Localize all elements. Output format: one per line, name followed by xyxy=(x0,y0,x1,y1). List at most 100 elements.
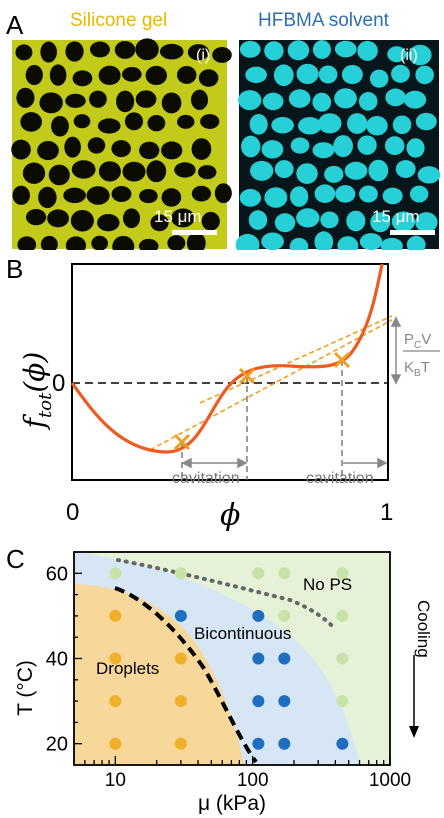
solvent-droplet xyxy=(357,135,377,155)
solvent-droplet xyxy=(241,135,261,158)
solvent-droplet xyxy=(395,160,416,178)
phi-xlabel: ϕ xyxy=(220,498,240,533)
silicone-scale-bar xyxy=(172,230,217,235)
gel-pore xyxy=(65,41,84,62)
solvent-droplet xyxy=(382,187,403,205)
solvent-droplet xyxy=(289,237,309,250)
gel-pore xyxy=(112,235,135,250)
gel-pore xyxy=(139,141,160,160)
coexistence-marker-2 xyxy=(238,367,256,385)
data-point-bicontinuous xyxy=(174,609,187,622)
solvent-droplet xyxy=(296,163,318,184)
gel-pore xyxy=(191,185,212,202)
gel-pore xyxy=(73,114,91,129)
t-ylabel: T (°C) xyxy=(14,660,37,716)
x-tick-label: 1000 xyxy=(369,770,411,791)
gel-pore xyxy=(161,188,182,207)
gel-pore xyxy=(177,114,195,129)
solvent-droplet xyxy=(406,235,426,250)
gel-pore xyxy=(98,161,121,182)
gel-pore xyxy=(70,209,94,232)
gel-pore xyxy=(97,118,121,134)
solvent-droplet xyxy=(335,185,356,203)
y-zero-label: 0 xyxy=(52,370,65,397)
solvent-droplet xyxy=(296,63,319,84)
solvent-droplet xyxy=(239,189,262,207)
gel-pore xyxy=(135,38,159,61)
gel-pore xyxy=(167,235,186,250)
gel-pore xyxy=(135,90,157,108)
gel-pore xyxy=(139,188,158,204)
svg-text:ftot(ϕ): ftot(ϕ) xyxy=(18,352,56,431)
solvent-droplet xyxy=(380,237,403,250)
solvent-droplet xyxy=(314,231,334,250)
solvent-droplet xyxy=(288,89,311,108)
solvent-droplet xyxy=(250,160,274,181)
pressure-bracket xyxy=(390,316,402,385)
data-point-no-ps xyxy=(278,609,291,622)
solvent-droplet xyxy=(344,161,368,180)
data-point-no-ps xyxy=(109,567,122,580)
solvent-droplet xyxy=(287,40,310,61)
solvent-droplet xyxy=(318,113,342,134)
coexistence-marker-1 xyxy=(173,433,191,451)
solvent-droplet xyxy=(320,211,339,229)
solvent-droplet xyxy=(296,208,320,228)
gel-pore xyxy=(15,44,33,61)
nops-boundary xyxy=(116,558,336,630)
solvent-droplet xyxy=(337,236,359,250)
gel-pore xyxy=(146,160,167,183)
solvent-scale-bar xyxy=(390,230,435,235)
phase-points xyxy=(109,567,349,750)
solvent-droplet xyxy=(369,69,389,88)
solvent-droplet xyxy=(347,113,368,134)
gel-pore xyxy=(176,65,197,84)
gel-pore xyxy=(161,92,182,114)
panel-b: B ftot(ϕ) 0 cavitation cavitation xyxy=(6,254,440,533)
gel-pore xyxy=(63,187,86,204)
gel-pore xyxy=(187,44,210,61)
gel-pore xyxy=(159,43,184,60)
gel-pore xyxy=(72,70,93,87)
solvent-droplet xyxy=(235,233,260,250)
gel-pore xyxy=(40,41,57,63)
cooling-arrow xyxy=(409,655,419,738)
nops-label: No PS xyxy=(303,575,352,594)
panel-a: A Silicone gel HFBMA solvent (i) 15 μm (… xyxy=(6,10,441,250)
solvent-title: HFBMA solvent xyxy=(258,10,390,31)
gel-pore xyxy=(124,112,144,131)
solvent-droplet xyxy=(403,90,427,109)
gel-pore xyxy=(25,64,43,86)
data-point-no-ps xyxy=(336,567,349,580)
mu-xlabel: μ (kPa) xyxy=(198,792,266,815)
solvent-droplet xyxy=(312,92,332,112)
gel-pore xyxy=(212,46,232,63)
solvent-droplet xyxy=(245,66,267,84)
gel-pore xyxy=(191,89,209,110)
gel-pore xyxy=(47,209,69,228)
solvent-droplet xyxy=(262,92,284,111)
f-tot-ylabel: ftot(ϕ) xyxy=(18,352,56,431)
solvent-scale-label: 15 μm xyxy=(372,207,420,226)
pcv-over-kbt-label: PCV KBT xyxy=(403,331,440,379)
tangent-line-upper xyxy=(199,315,393,404)
panel-c-letter: C xyxy=(6,544,25,574)
cavitation-arrow-right xyxy=(343,457,388,469)
gel-pore xyxy=(147,114,166,132)
solvent-droplet xyxy=(406,138,425,158)
gel-pore xyxy=(150,214,169,232)
gel-pore xyxy=(48,164,70,186)
gel-pore xyxy=(122,208,141,229)
cavitation-arrow-left xyxy=(181,457,248,469)
gel-pore xyxy=(198,69,219,87)
solvent-droplet xyxy=(261,140,284,159)
gel-pore xyxy=(214,183,232,204)
solvent-droplet xyxy=(409,185,429,203)
data-point-droplets xyxy=(174,737,187,750)
x-tick-label: 100 xyxy=(237,770,269,791)
solvent-droplet xyxy=(273,64,294,87)
gel-pore xyxy=(64,136,81,158)
data-point-bicontinuous xyxy=(336,737,349,750)
data-point-bicontinuous xyxy=(252,609,265,622)
gel-pore xyxy=(114,40,136,59)
